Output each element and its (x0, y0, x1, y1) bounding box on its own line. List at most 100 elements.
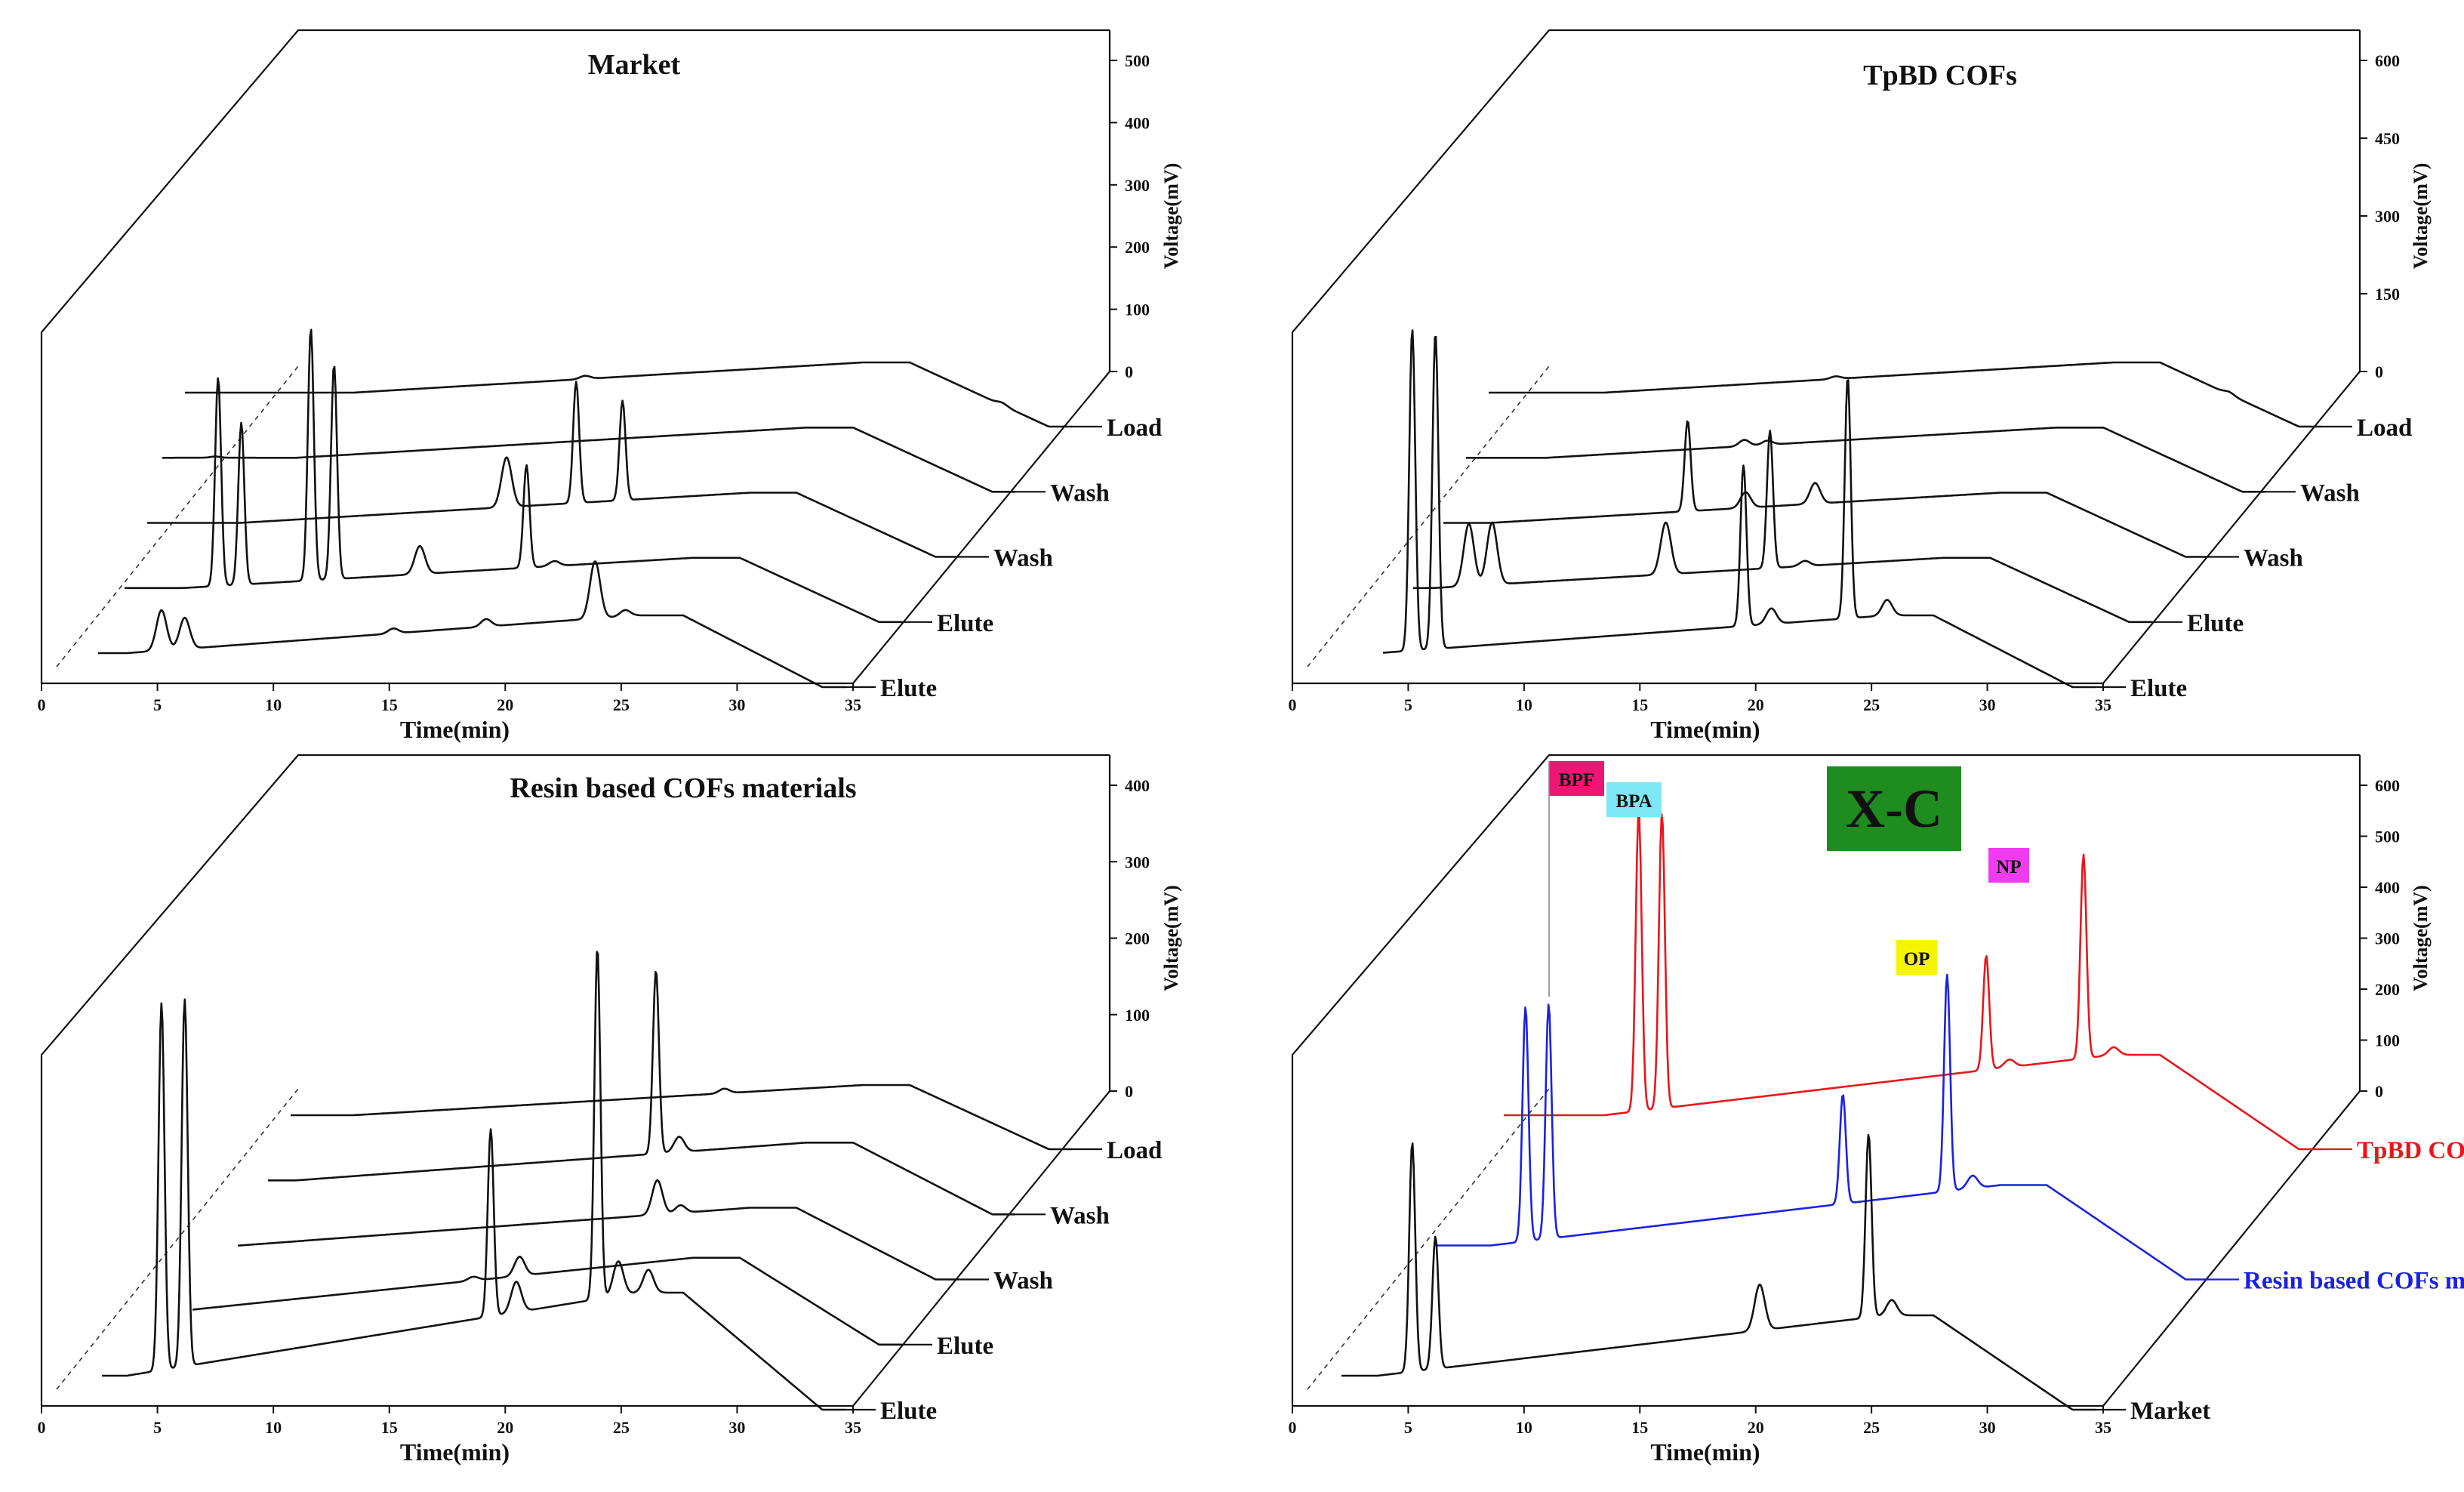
trace-resin-based-cofs-materials (1436, 973, 2209, 1281)
x-tick-label: 15 (381, 1418, 398, 1437)
x-tick-label: 30 (728, 695, 745, 714)
frame-right-edge (2102, 1090, 2361, 1407)
annotation-tag-bg (1988, 848, 2029, 883)
y-tick-label: 200 (1125, 929, 1150, 948)
x-axis-title: Time(min) (400, 1438, 510, 1466)
y-tick-label: 200 (1125, 238, 1150, 257)
x-tick-label: 5 (153, 1418, 162, 1437)
x-tick-label: 25 (1863, 695, 1880, 714)
trace-load (185, 361, 1072, 428)
trace-label: Market (2130, 1398, 2210, 1425)
x-tick-label: 30 (728, 1418, 745, 1437)
y-tick-label: 100 (1125, 301, 1150, 319)
y-tick-label: 450 (2375, 129, 2400, 148)
panel-title: Market (588, 49, 681, 81)
trace-market (1341, 1133, 2096, 1411)
y-tick-label: 300 (2375, 929, 2400, 948)
x-tick-label: 20 (1748, 695, 1764, 714)
annotation-tag: BPA (1615, 791, 1652, 812)
x-tick-label: 30 (1979, 695, 1996, 714)
x-tick-label: 25 (1863, 1418, 1880, 1437)
y-tick-label: 400 (1125, 113, 1150, 132)
y-tick-label: 0 (2375, 1082, 2383, 1101)
y-tick-label: 0 (1125, 1082, 1133, 1101)
trace-label: Elute (2130, 675, 2187, 702)
x-tick-label: 0 (1289, 695, 1297, 714)
trace-label: Load (2357, 415, 2412, 442)
y-tick-label: 300 (2375, 207, 2400, 226)
x-tick-label: 5 (1404, 695, 1412, 714)
trace-elute (125, 328, 902, 624)
frame-right-edge (852, 371, 1110, 684)
y-axis-title: Voltage(mV) (1160, 885, 1182, 991)
annotation-tag-bg (1896, 940, 1937, 975)
x-tick-label: 10 (1516, 1418, 1532, 1437)
inset-badge-label: X-C (1846, 778, 1942, 839)
x-tick-label: 20 (1748, 1418, 1764, 1437)
x-tick-label: 5 (1404, 1418, 1412, 1437)
annotation-tag-bg (1549, 761, 1604, 796)
x-tick-label: 10 (1516, 695, 1532, 714)
trace-label: Wash (1050, 479, 1110, 507)
trace-label: Wash (1050, 1202, 1110, 1229)
trace-wash (147, 381, 959, 558)
trace-elute (1413, 430, 2152, 624)
x-tick-label: 10 (265, 695, 282, 714)
y-tick-label: 100 (2375, 1031, 2400, 1050)
y-tick-label: 200 (2375, 980, 2400, 999)
y-axis-title: Voltage(mV) (2410, 163, 2432, 270)
y-tick-label: 300 (1125, 176, 1150, 195)
depth-guide (56, 1088, 299, 1390)
chart-panel-2: 0 5 10 15 20 25 30 35 Time(min) 0 150 300 450 600 Volt… (1289, 29, 2432, 743)
trace-elute (98, 560, 845, 689)
trace-wash (268, 971, 1015, 1216)
frame-left-edge (1291, 754, 2360, 1406)
chart-panel-3: 0 5 10 15 20 25 30 35 Time(min) 0 100 200 300 400 Volt… (38, 754, 1182, 1466)
x-tick-label: 35 (2095, 695, 2111, 714)
y-axis-title: Voltage(mV) (1160, 163, 1182, 270)
trace-wash (238, 1179, 959, 1281)
y-tick-label: 600 (2375, 51, 2400, 70)
trace-elute (192, 1256, 902, 1346)
panel-title: Resin based COFs materials (510, 772, 856, 804)
trace-load (291, 1084, 1072, 1151)
panel-title: TpBD COFs (1863, 60, 2017, 91)
x-tick-label: 20 (497, 1418, 513, 1437)
x-axis-title: Time(min) (1650, 1438, 1760, 1466)
trace-label: Resin based COFs materials (2244, 1268, 2464, 1295)
annotation-tag: BPF (1559, 770, 1594, 791)
trace-tpbd-cofs (1504, 813, 2322, 1151)
trace-label: Elute (880, 675, 937, 702)
y-tick-label: 600 (2375, 776, 2400, 795)
y-tick-label: 300 (1125, 852, 1150, 871)
depth-guide (1307, 1088, 1550, 1390)
x-tick-label: 15 (1631, 1418, 1648, 1437)
x-tick-label: 0 (1289, 1418, 1297, 1437)
x-axis-title: Time(min) (400, 716, 510, 743)
x-tick-label: 25 (613, 695, 630, 714)
trace-elute (102, 951, 845, 1411)
trace-label: TpBD COFs (2357, 1137, 2464, 1164)
x-axis-title: Time(min) (1650, 716, 1760, 743)
x-tick-label: 15 (1631, 695, 1648, 714)
frame-right-edge (2102, 371, 2361, 684)
y-tick-label: 100 (1125, 1006, 1150, 1025)
trace-label: Elute (937, 610, 993, 637)
depth-guide (56, 365, 299, 667)
trace-label: Wash (2300, 479, 2360, 507)
trace-load (1489, 361, 2322, 428)
annotation-tag: OP (1904, 949, 1930, 969)
x-tick-label: 0 (38, 1418, 46, 1437)
chart-panel-4: 0 5 10 15 20 25 30 35 Time(min) 0 100 200 300 400 500 6… (1289, 754, 2464, 1466)
x-tick-label: 10 (265, 1418, 282, 1437)
depth-guide (1307, 365, 1550, 667)
x-tick-label: 25 (613, 1418, 630, 1437)
inset-badge (1827, 766, 1961, 851)
trace-label: Elute (880, 1398, 937, 1425)
frame-left-edge (1291, 29, 2360, 683)
x-tick-label: 30 (1979, 1418, 1996, 1437)
y-axis-title: Voltage(mV) (2410, 885, 2432, 991)
y-tick-label: 0 (1125, 362, 1133, 381)
frame-left-edge (40, 754, 1110, 1406)
